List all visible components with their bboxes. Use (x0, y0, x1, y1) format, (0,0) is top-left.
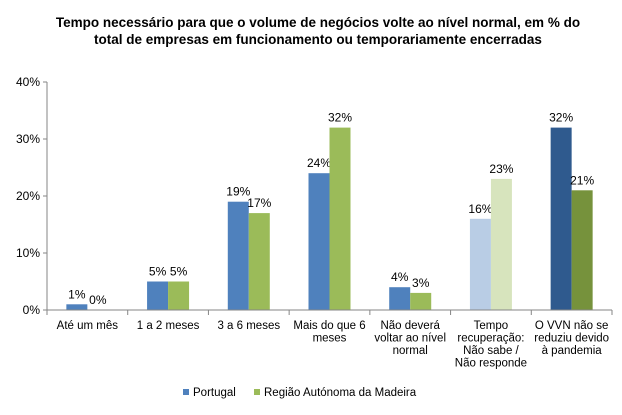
x-category-label: Até um mês (57, 320, 119, 332)
data-label: 5% (170, 265, 188, 279)
chart-title: Tempo necessário para que o volume de ne… (55, 15, 581, 47)
data-label: 0% (89, 293, 107, 307)
data-label: 16% (468, 202, 492, 216)
data-label: 4% (391, 270, 409, 284)
data-label: 32% (328, 111, 352, 125)
data-label: 32% (549, 111, 573, 125)
legend-label-madeira: Região Autónoma da Madeira (264, 387, 417, 399)
bar-madeira (571, 190, 593, 310)
x-category-label: O VVN não se reduziu devido à pandemia (534, 320, 609, 357)
bar-portugal (469, 218, 491, 310)
y-tick-label: 30% (16, 132, 40, 146)
x-category-label: Não deverá voltar ao nível normal (374, 320, 446, 357)
bar-madeira (248, 213, 270, 310)
bar-madeira (410, 292, 432, 310)
bar-portugal (227, 201, 249, 310)
bar-madeira (168, 281, 190, 310)
y-tick-label: 10% (16, 246, 40, 260)
data-label: 21% (570, 173, 594, 187)
y-tick-label: 40% (16, 75, 40, 89)
legend-swatch-portugal (183, 389, 189, 395)
bar-portugal (147, 281, 169, 310)
bar-portugal (550, 127, 572, 310)
bar-portugal (308, 173, 330, 310)
data-label: 3% (412, 276, 430, 290)
data-label: 19% (226, 185, 250, 199)
y-tick-label: 0% (23, 303, 41, 317)
x-category-label: Tempo recuperação: Não sabe / Não responde (455, 320, 527, 370)
y-tick-label: 20% (16, 189, 40, 203)
x-category-label: 1 a 2 meses (137, 320, 200, 332)
bar-portugal (66, 304, 88, 310)
data-label: 1% (68, 287, 86, 301)
bar-madeira (490, 178, 512, 310)
bar-portugal (389, 287, 411, 310)
data-label: 24% (307, 156, 331, 170)
x-category-label: 3 a 6 meses (217, 320, 280, 332)
x-category-label: Mais do que 6 meses (293, 320, 365, 345)
data-label: 17% (247, 196, 271, 210)
legend-label-portugal: Portugal (193, 387, 236, 399)
bar-madeira (329, 127, 351, 310)
data-label: 5% (149, 265, 167, 279)
data-label: 23% (489, 162, 513, 176)
legend-swatch-madeira (254, 389, 260, 395)
